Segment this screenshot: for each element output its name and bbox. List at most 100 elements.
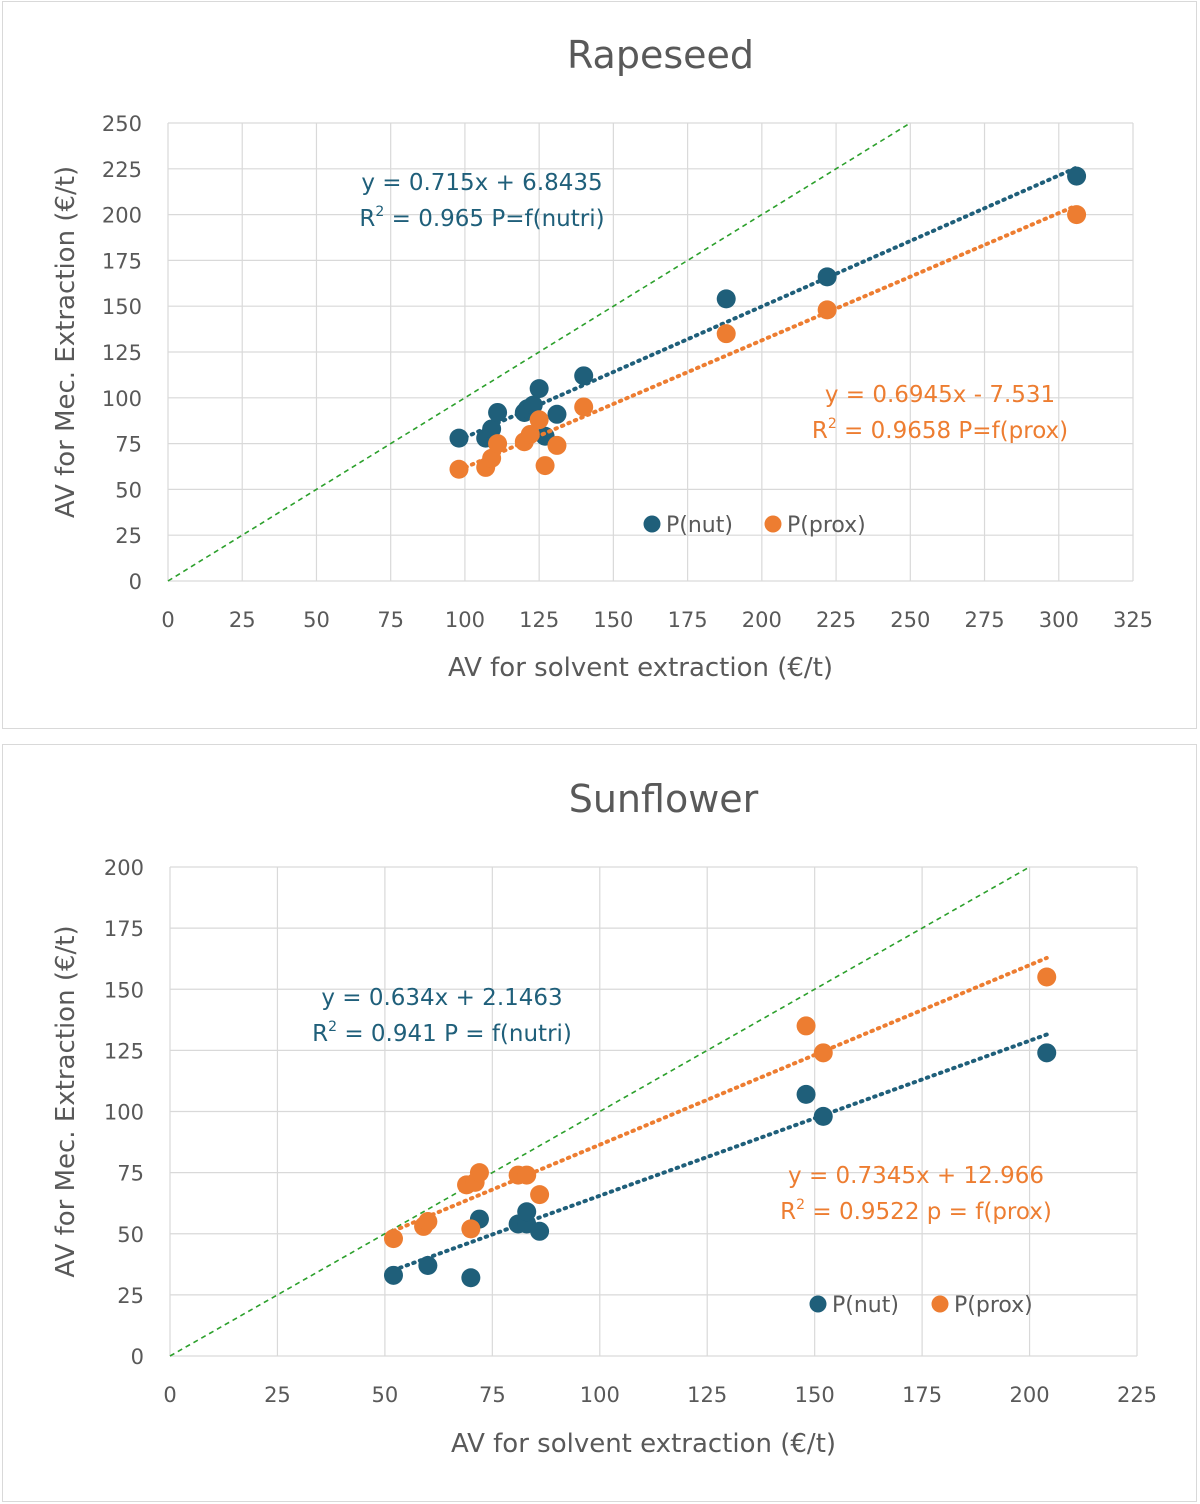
data-point-p-nut [574, 366, 594, 386]
x-tick-label: 325 [1113, 608, 1153, 632]
x-tick-label: 25 [229, 608, 256, 632]
data-point-p-nut [716, 289, 736, 309]
y-tick-label: 175 [102, 249, 142, 273]
trendline-p-prox [456, 203, 1079, 473]
r-squared-label: R2 = 0.9658 P=f(prox) [812, 416, 1068, 444]
data-point-p-prox [813, 1043, 833, 1063]
data-point-p-prox [488, 434, 508, 454]
data-point-p-prox [418, 1212, 438, 1232]
y-tick-label: 100 [102, 387, 142, 411]
legend-marker-p-nut [643, 515, 661, 533]
y-tick-label: 125 [104, 1039, 144, 1063]
r-squared-exponent: 2 [828, 416, 837, 432]
data-point-p-prox [529, 410, 549, 430]
x-tick-label: 50 [303, 608, 330, 632]
data-point-p-prox [535, 456, 555, 476]
y-tick-label: 150 [104, 978, 144, 1002]
data-point-p-prox [1067, 205, 1087, 225]
x-tick-label: 275 [964, 608, 1004, 632]
r-squared-value: = 0.941 P = f(nutri) [337, 1021, 572, 1047]
data-point-p-nut [529, 379, 549, 399]
r-squared-value: = 0.9658 P=f(prox) [837, 418, 1068, 444]
y-tick-label: 50 [115, 478, 142, 502]
x-tick-label: 175 [668, 608, 708, 632]
y-tick-label: 200 [104, 856, 144, 880]
rapeseed-chart: 0 25 50 75 100 125 150 175 200 225 250 275 300 325025… [51, 33, 1153, 683]
x-tick-label: 100 [580, 1383, 620, 1407]
r-squared-symbol: R [780, 1199, 796, 1225]
chart-title: Rapeseed [567, 33, 754, 77]
data-point-p-nut [547, 404, 567, 424]
r-squared-symbol: R [812, 418, 828, 444]
data-point-p-prox [547, 435, 567, 455]
data-point-p-prox [530, 1185, 550, 1205]
trendline-p-nut [456, 165, 1079, 443]
data-point-p-nut [813, 1106, 833, 1126]
trendline-equation: y = 0.634x + 2.1463 [321, 985, 562, 1011]
legend-marker-p-nut [809, 1295, 827, 1313]
r-squared-exponent: 2 [328, 1019, 337, 1035]
legend-label: P(prox) [954, 1293, 1033, 1318]
data-point-p-nut [796, 1084, 816, 1104]
r-squared-label: R2 = 0.941 P = f(nutri) [312, 1019, 572, 1047]
y-tick-label: 250 [102, 112, 142, 136]
x-axis-label: AV for solvent extraction (€/t) [451, 1429, 836, 1459]
y-axis-label: AV for Mec. Extraction (€/t) [51, 925, 81, 1277]
x-tick-label: 200 [1010, 1383, 1050, 1407]
y-tick-label: 150 [102, 295, 142, 319]
x-tick-label: 150 [795, 1383, 835, 1407]
data-point-p-prox [383, 1229, 403, 1249]
data-point-p-prox [469, 1163, 489, 1183]
y-tick-label: 125 [102, 341, 142, 365]
legend-label: P(nut) [832, 1293, 899, 1318]
data-point-p-nut [1067, 166, 1087, 186]
x-tick-label: 225 [1117, 1383, 1157, 1407]
y-tick-label: 25 [117, 1284, 144, 1308]
y-tick-label: 0 [131, 1345, 144, 1369]
rapeseed-chart-panel [2, 1, 1197, 729]
x-axis-label: AV for solvent extraction (€/t) [448, 653, 833, 683]
y-tick-label: 75 [115, 433, 142, 457]
legend-label: P(nut) [666, 513, 733, 538]
y-tick-label: 25 [115, 524, 142, 548]
x-tick-label: 50 [372, 1383, 399, 1407]
data-point-p-nut [482, 419, 502, 439]
chart-title: Sunflower [569, 777, 759, 821]
data-point-p-prox [574, 397, 594, 417]
y-tick-label: 200 [102, 204, 142, 228]
x-tick-label: 125 [687, 1383, 727, 1407]
legend-marker-p-prox [931, 1295, 949, 1313]
data-point-p-nut [530, 1221, 550, 1241]
x-tick-label: 300 [1039, 608, 1079, 632]
trendline-equation: y = 0.7345x + 12.966 [788, 1163, 1044, 1189]
y-tick-label: 175 [104, 917, 144, 941]
r-squared-value: = 0.9522 p = f(prox) [805, 1199, 1052, 1225]
x-tick-label: 200 [742, 608, 782, 632]
r-squared-symbol: R [312, 1021, 328, 1047]
data-point-p-prox [716, 324, 736, 344]
y-axis-label: AV for Mec. Extraction (€/t) [51, 166, 81, 518]
y-tick-label: 0 [129, 570, 142, 594]
x-tick-label: 175 [902, 1383, 942, 1407]
x-tick-label: 25 [264, 1383, 291, 1407]
legend-label: P(prox) [787, 513, 866, 538]
data-point-p-prox [482, 448, 502, 468]
trendline-p-prox [391, 955, 1049, 1233]
x-tick-label: 100 [445, 608, 485, 632]
data-point-p-prox [517, 1165, 537, 1185]
data-point-p-prox [1037, 967, 1057, 987]
x-tick-label: 0 [163, 1383, 176, 1407]
trendline-p-nut [391, 1032, 1049, 1273]
data-point-p-prox [461, 1219, 481, 1239]
y-tick-label: 75 [117, 1162, 144, 1186]
r-squared-exponent: 2 [796, 1197, 805, 1213]
data-point-p-nut [488, 402, 508, 422]
x-tick-label: 125 [519, 608, 559, 632]
data-point-p-nut [817, 267, 837, 287]
x-tick-label: 250 [890, 608, 930, 632]
data-point-p-nut [449, 428, 469, 448]
data-point-p-prox [817, 300, 837, 320]
data-point-p-nut [517, 1202, 537, 1222]
r-squared-exponent: 2 [375, 204, 384, 220]
